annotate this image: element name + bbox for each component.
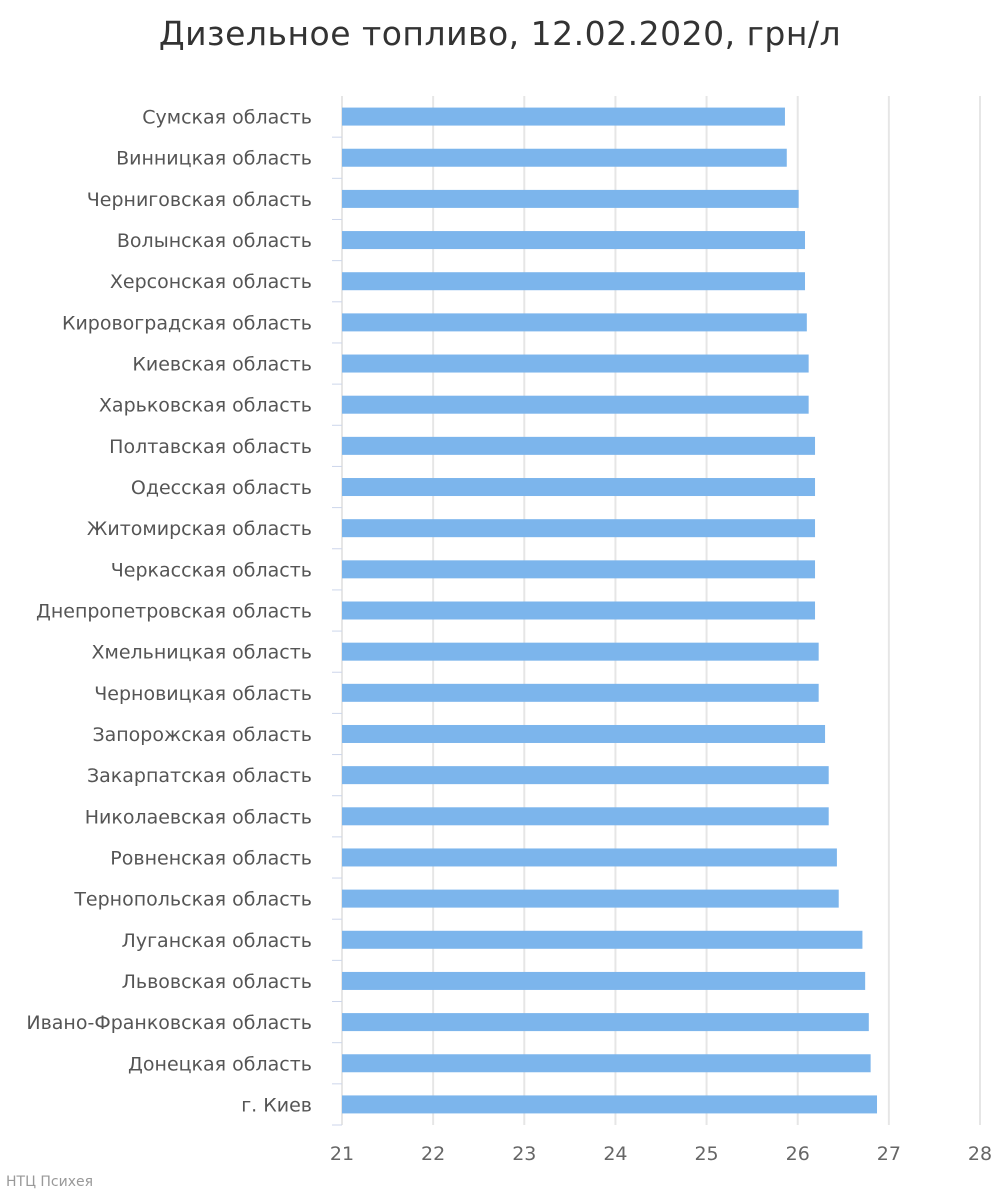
category-label: Кировоградская область <box>62 312 312 334</box>
bar <box>342 848 837 867</box>
bar <box>342 478 816 497</box>
bar <box>342 107 785 126</box>
category-label: Харьковская область <box>99 395 312 417</box>
bar <box>342 1095 878 1114</box>
category-label: Одесская область <box>131 477 312 499</box>
bar <box>342 231 806 250</box>
category-label: Винницкая область <box>116 148 312 170</box>
bar <box>342 766 829 785</box>
bar <box>342 436 816 455</box>
category-label: г. Киев <box>241 1094 312 1116</box>
category-label: Закарпатская область <box>87 765 312 787</box>
bar <box>342 724 826 743</box>
category-label: Черниговская область <box>87 189 312 211</box>
category-label: Николаевская область <box>85 806 312 828</box>
credit-text: НТЦ Психея <box>6 1174 94 1190</box>
category-label: Сумская область <box>142 107 312 129</box>
bar <box>342 1013 869 1032</box>
bar <box>342 148 787 167</box>
category-label: Ивано-Франковская область <box>26 1012 312 1034</box>
bar <box>342 601 816 620</box>
bar <box>342 1054 871 1073</box>
x-tick-label: 21 <box>330 1143 354 1165</box>
category-label: Волынская область <box>117 230 312 252</box>
bar <box>342 313 807 332</box>
x-tick-label: 23 <box>512 1143 536 1165</box>
bar <box>342 930 863 949</box>
bar <box>342 971 866 990</box>
category-label: Луганская область <box>122 930 312 952</box>
x-tick-label: 26 <box>786 1143 810 1165</box>
bar <box>342 807 829 826</box>
x-tick-label: 24 <box>603 1143 627 1165</box>
category-label: Днепропетровская область <box>36 601 312 623</box>
x-tick-label: 25 <box>694 1143 718 1165</box>
category-label: Львовская область <box>122 971 312 993</box>
bar <box>342 395 809 414</box>
category-label: Тернопольская область <box>73 889 312 911</box>
bar <box>342 272 806 291</box>
bar <box>342 354 809 373</box>
bar <box>342 889 839 908</box>
x-tick-label: 22 <box>421 1143 445 1165</box>
bar <box>342 189 799 208</box>
x-tick-label: 28 <box>968 1143 992 1165</box>
bar <box>342 683 819 702</box>
category-label: Киевская область <box>132 354 312 376</box>
category-label: Ровненская область <box>110 847 312 869</box>
category-label: Херсонская область <box>110 271 312 293</box>
bar <box>342 519 816 538</box>
bar <box>342 560 816 579</box>
category-label: Черновицкая область <box>94 683 312 705</box>
bar <box>342 642 819 661</box>
category-label: Житомирская область <box>87 518 312 540</box>
chart-title: Дизельное топливо, 12.02.2020, грн/л <box>158 14 842 53</box>
category-label: Полтавская область <box>109 436 312 458</box>
category-label: Запорожская область <box>92 724 312 746</box>
category-label: Черкасская область <box>111 559 312 581</box>
x-tick-label: 27 <box>877 1143 901 1165</box>
category-label: Донецкая область <box>128 1053 312 1075</box>
category-label: Хмельницкая область <box>91 642 312 664</box>
